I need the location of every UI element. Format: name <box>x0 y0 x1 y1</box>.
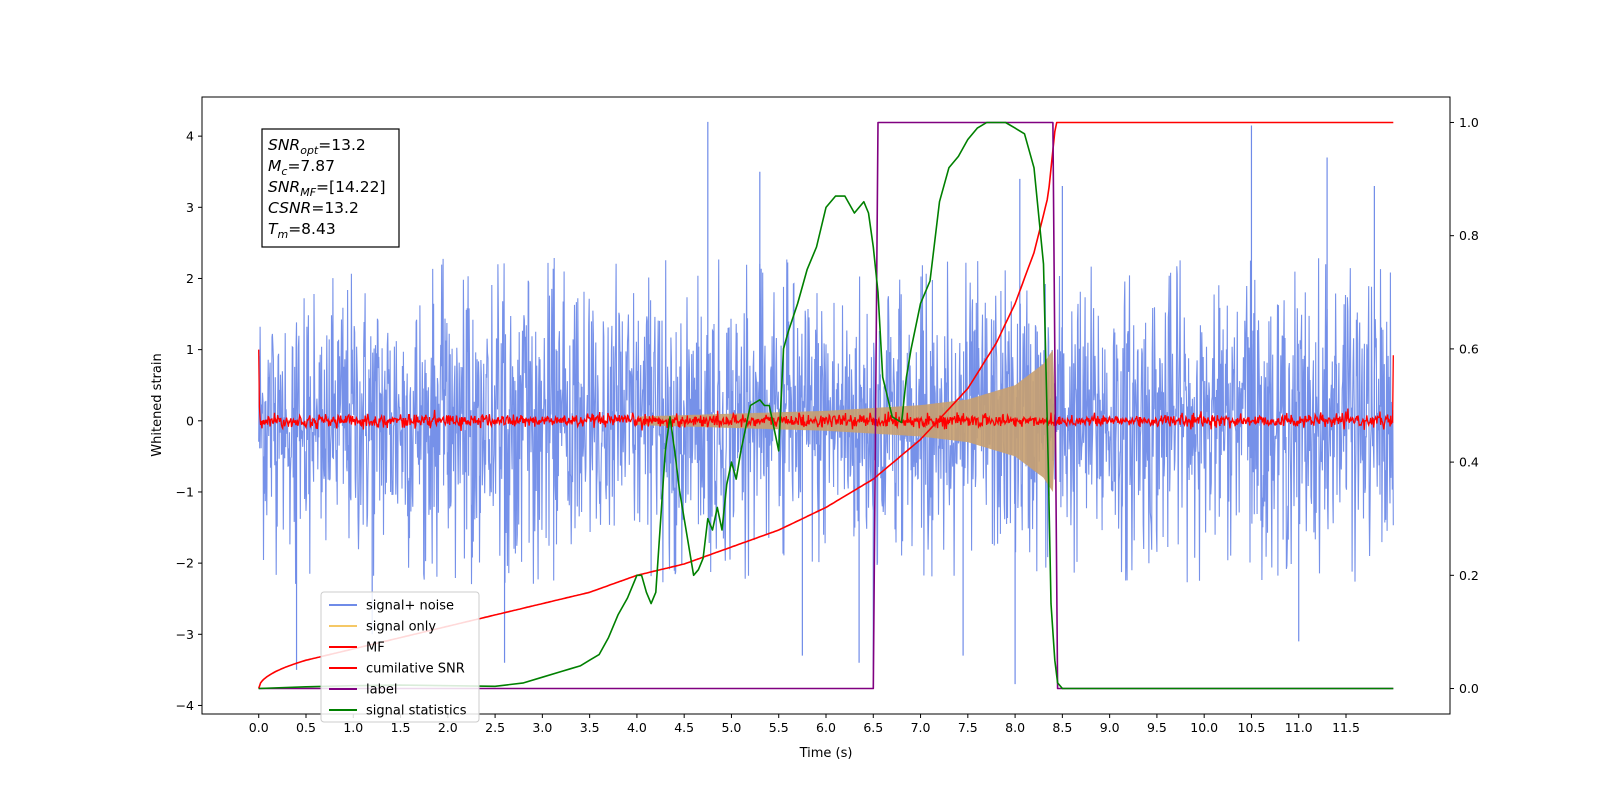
legend-frame <box>320 591 480 723</box>
x-axis-label: Time (s) <box>799 746 853 761</box>
x-tick-label: 5.0 <box>722 720 742 735</box>
info-csnr: CSNR=13.2 <box>268 199 359 217</box>
series-signal-statistics <box>258 121 1394 690</box>
y-tick-label-left: −4 <box>176 698 194 713</box>
x-tick-label: 7.0 <box>911 720 931 735</box>
x-tick-label: 10.0 <box>1190 720 1218 735</box>
x-tick-label: 9.5 <box>1147 720 1167 735</box>
x-tick-label: 4.5 <box>674 720 694 735</box>
info-box: SNRopt=13.2 Mc=7.87 SNRMF=[14.22] CSNR=1… <box>261 128 400 248</box>
y-tick-label-right: 1.0 <box>1459 115 1479 130</box>
info-box-frame <box>261 128 400 248</box>
x-tick-label: 3.0 <box>532 720 552 735</box>
y-tick-label-right: 0.2 <box>1459 568 1479 583</box>
y-tick-label-left: 2 <box>186 271 194 286</box>
x-tick-label: 6.0 <box>816 720 836 735</box>
info-mc: Mc=7.87 <box>268 157 335 178</box>
legend-label: label <box>366 683 397 698</box>
y-tick-label-left: 3 <box>186 200 194 215</box>
x-tick-label: 11.0 <box>1285 720 1313 735</box>
x-tick-label: 0.5 <box>296 720 316 735</box>
x-tick-label: 1.5 <box>391 720 411 735</box>
legend-label: signal statistics <box>366 704 467 719</box>
info-snr-opt: SNRopt=13.2 <box>268 136 366 157</box>
y-tick-label-left: −1 <box>176 484 194 499</box>
legend-label: signal only <box>366 620 436 635</box>
axes-layer: 0.0 0.5 1.0 1.5 2.0 2.5 3.0 3.5 4.0 4.5 5.0 5.5 6.0 6… <box>176 115 1479 735</box>
y-tick-label-left: 4 <box>186 129 194 144</box>
info-tm: Tm=8.43 <box>268 220 336 241</box>
x-tick-label: 1.0 <box>343 720 363 735</box>
y-tick-label-right: 0.8 <box>1459 228 1479 243</box>
x-tick-label: 3.5 <box>580 720 600 735</box>
x-tick-label: 0.0 <box>249 720 269 735</box>
x-tick-label: 2.0 <box>438 720 458 735</box>
y-tick-label-left: −2 <box>176 556 194 571</box>
legend-label: signal+ noise <box>366 599 454 614</box>
y-tick-label-left: 1 <box>186 342 194 357</box>
x-tick-label: 8.5 <box>1052 720 1072 735</box>
legend-label: cumilative SNR <box>366 662 465 677</box>
legend-label: MF <box>366 641 385 656</box>
x-tick-label: 2.5 <box>485 720 505 735</box>
y-tick-label-right: 0.6 <box>1459 341 1479 356</box>
x-tick-label: 8.0 <box>1005 720 1025 735</box>
x-tick-label: 5.5 <box>769 720 789 735</box>
x-tick-label: 9.0 <box>1100 720 1120 735</box>
x-tick-label: 4.0 <box>627 720 647 735</box>
x-tick-label: 6.5 <box>863 720 883 735</box>
series-signal-noise <box>258 257 1394 585</box>
x-tick-label: 11.5 <box>1332 720 1360 735</box>
y-tick-label-left: 0 <box>186 413 194 428</box>
y-tick-label-left: −3 <box>176 627 194 642</box>
info-snr-mf: SNRMF=[14.22] <box>268 178 386 199</box>
x-tick-label: 10.5 <box>1238 720 1266 735</box>
y-tick-label-right: 0.0 <box>1459 681 1479 696</box>
series-mf <box>258 349 1394 431</box>
x-tick-label: 7.5 <box>958 720 978 735</box>
legend: signal+ noise signal only MF cumilative SNR… <box>320 591 480 723</box>
y-tick-label-right: 0.4 <box>1459 455 1479 470</box>
y-axis-label-left: Whitened strain <box>150 353 165 456</box>
